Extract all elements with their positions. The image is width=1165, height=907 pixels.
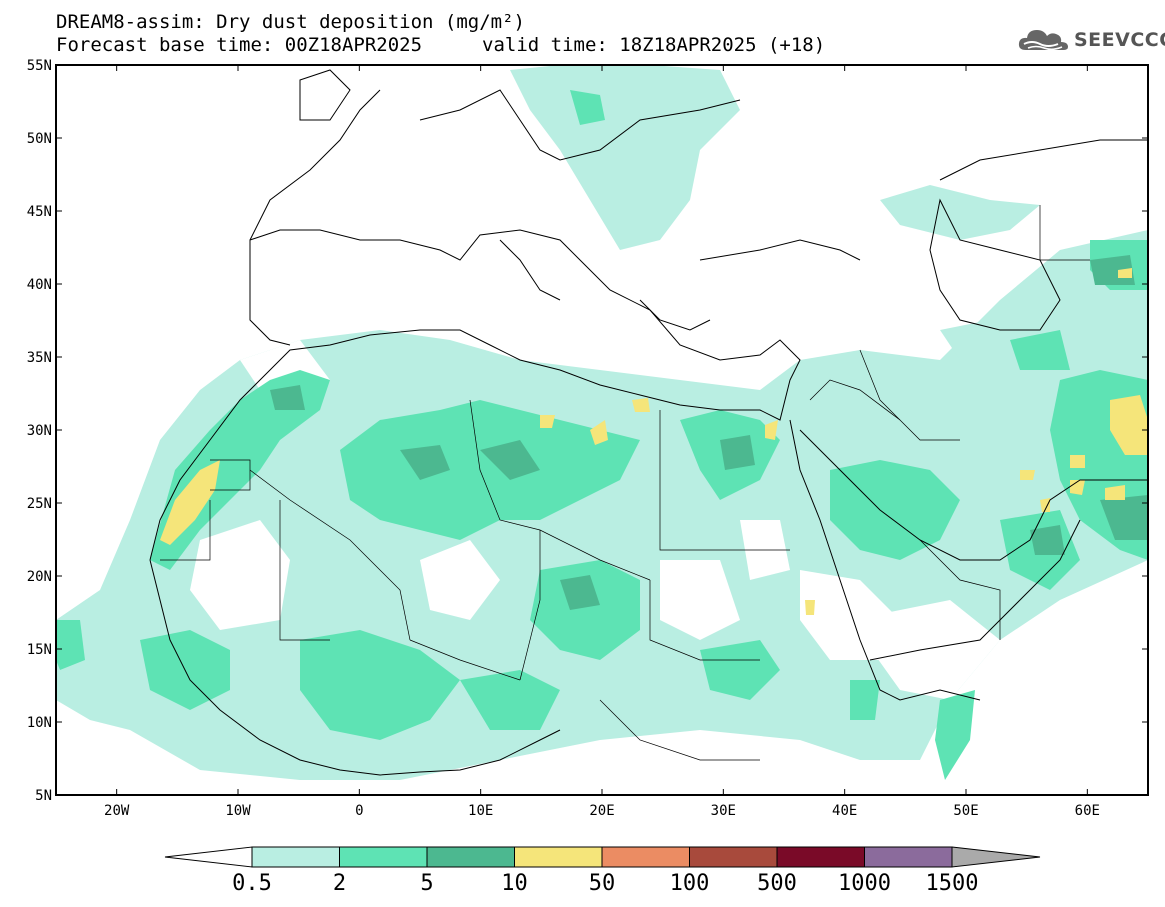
lat-label: 45N: [27, 204, 52, 220]
dust-fields: [56, 65, 1148, 780]
lon-label: 10E: [468, 803, 493, 819]
lat-label: 50N: [27, 131, 52, 147]
colorbar-low-arrow: [164, 846, 253, 868]
seevccc-logo: SEEVCCC: [1018, 26, 1165, 54]
colorbar-label: 1000: [838, 871, 891, 896]
lon-label: 10W: [225, 803, 251, 819]
lon-label: 40E: [832, 803, 857, 819]
lat-label: 40N: [27, 277, 52, 293]
lat-label: 55N: [27, 58, 52, 74]
lat-label: 10N: [27, 715, 52, 731]
lon-label: 20W: [104, 803, 130, 819]
colorbar-label: 0.5: [232, 871, 272, 896]
colorbar-high-arrow: [951, 846, 1041, 868]
colorbar: [164, 846, 1041, 868]
colorbar-segment: [689, 846, 778, 868]
map-title: DREAM8-assim: Dry dust deposition (mg/m²…: [56, 11, 525, 33]
colorbar-label: 2: [332, 871, 347, 896]
lat-label: 30N: [27, 423, 52, 439]
forecast-base-time: Forecast base time: 00Z18APR2025: [56, 34, 423, 56]
logo-text: SEEVCCC: [1074, 29, 1165, 51]
colorbar-segment: [601, 846, 690, 868]
colorbar-segment: [864, 846, 953, 868]
cloud-icon: [1018, 30, 1068, 51]
colorbar-label: 500: [757, 871, 797, 896]
colorbar-segment: [514, 846, 603, 868]
colorbar-label: 50: [588, 871, 616, 896]
lat-label: 20N: [27, 569, 52, 585]
lat-label: 35N: [27, 350, 52, 366]
lon-label: 20E: [589, 803, 614, 819]
lat-label: 15N: [27, 642, 52, 658]
colorbar-segment: [776, 846, 865, 868]
lon-label: 60E: [1075, 803, 1100, 819]
longitude-labels: 20W 10W 0 10E 20E 30E 40E 50E 60E: [104, 803, 1100, 819]
latitude-labels: 55N 50N 45N 40N 35N 30N 25N 20N 15N 10N 5N: [27, 58, 52, 804]
colorbar-label: 10: [501, 871, 528, 896]
axis-ticks: [56, 64, 1148, 796]
lat-label: 5N: [35, 788, 52, 804]
lon-label: 50E: [953, 803, 978, 819]
colorbar-segment: [339, 846, 428, 868]
colorbar-label: 5: [420, 871, 434, 896]
lon-label: 0: [355, 803, 363, 819]
colorbar-segment: [426, 846, 515, 868]
colorbar-label: 1500: [925, 871, 979, 896]
colorbar-label: 100: [669, 871, 710, 896]
lat-label: 25N: [27, 496, 52, 512]
valid-time: valid time: 18Z18APR2025 (+18): [482, 34, 826, 56]
level-5-10: [270, 255, 1148, 610]
no-dust-areas: [190, 340, 1000, 700]
borders: [160, 205, 1090, 761]
lon-label: 30E: [711, 803, 736, 819]
colorbar-segment: [251, 846, 340, 868]
